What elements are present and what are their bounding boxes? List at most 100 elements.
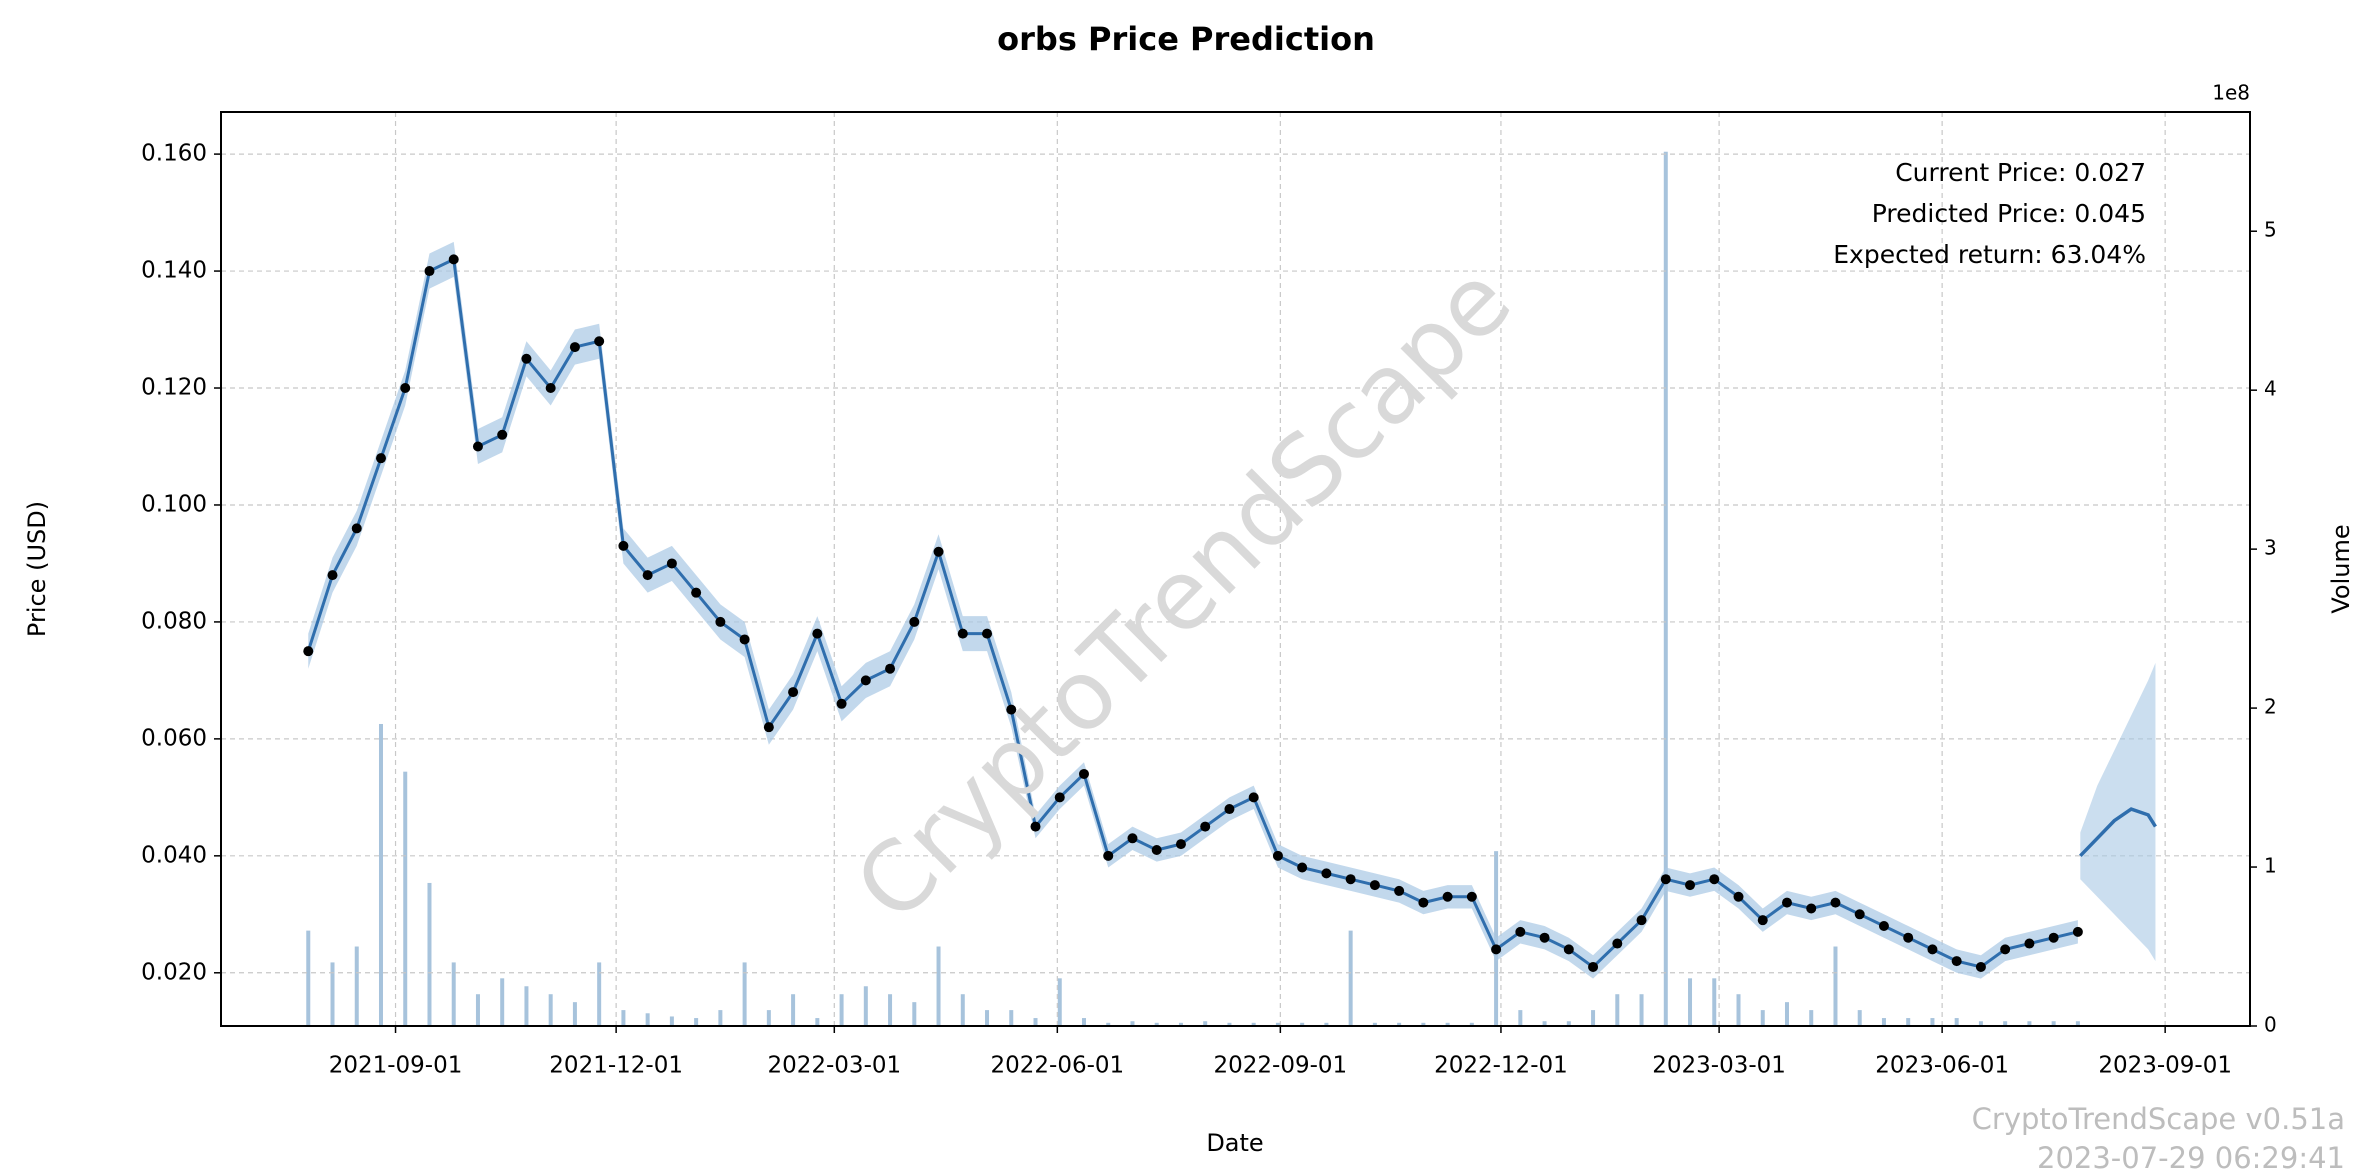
volume-bar [960,994,965,1026]
x-tick-label: 2023-06-01 [1875,1053,2009,1079]
volume-bar [985,1010,990,1026]
volume-bar [839,994,844,1026]
x-tick-label: 2021-12-01 [549,1053,683,1079]
price-point [739,634,750,645]
y2-axis-label: Volume [2327,524,2355,613]
price-point [715,616,726,627]
y-tick-label: 0.040 [141,842,207,868]
volume-bar [1130,1021,1135,1026]
volume-bar [572,1002,577,1026]
price-point [1054,792,1065,803]
price-point [982,628,993,639]
annotation: Current Price: 0.027 [1895,158,2146,187]
chart-title: orbs Price Prediction [997,20,1375,58]
volume-bar [475,994,480,1026]
price-point [860,675,871,686]
volume-bar [669,1016,674,1026]
volume-bar [791,994,796,1026]
volume-bar [1809,1010,1814,1026]
forecast-band [2080,662,2156,962]
price-point [957,628,968,639]
y2-tick-label: 2 [2264,695,2277,719]
price-point [763,722,774,733]
price-point [1321,868,1332,879]
price-point [1394,885,1405,896]
forecast-line [2079,807,2157,858]
price-point [691,587,702,598]
price-point [327,570,338,581]
volume-bar [427,882,432,1026]
volume-bar [766,1010,771,1026]
price-point [618,540,629,551]
price-point [472,441,483,452]
price-point [1636,915,1647,926]
volume-bar [1178,1022,1183,1026]
price-point [1272,850,1283,861]
x-tick-label: 2022-03-01 [767,1053,901,1079]
price-point [1369,880,1380,891]
price-point [545,383,556,394]
price-point [594,336,605,347]
volume-bar [1930,1018,1935,1026]
price-point [1951,956,1962,967]
volume-bar [1227,1022,1232,1026]
price-point [2072,926,2083,937]
price-point [812,628,823,639]
volume-bar [1542,1021,1547,1026]
y-tick-label: 0.060 [141,725,207,751]
price-point [1103,850,1114,861]
volume-bar [500,978,505,1026]
price-point [1660,874,1671,885]
volume-bar [1760,1010,1765,1026]
volume-bar [888,994,893,1026]
price-point [666,558,677,569]
price-point [2048,932,2059,943]
price-point [1539,932,1550,943]
volume-bar [378,723,383,1026]
y-tick-label: 0.160 [141,141,207,167]
price-point [836,698,847,709]
price-point [521,353,532,364]
price-point [1030,821,1041,832]
y-tick-label: 0.140 [141,258,207,284]
price-point [400,383,411,394]
price-point [1466,891,1477,902]
y2-tick-label: 3 [2264,536,2277,560]
volume-bar [2003,1021,2008,1026]
price-point [1588,961,1599,972]
price-point [1563,944,1574,955]
annotation: Expected return: 63.04% [1833,240,2146,269]
price-point [1975,961,1986,972]
volume-bar [548,994,553,1026]
footer: 2023-07-29 06:29:41 [2037,1141,2345,1174]
price-point [1709,874,1720,885]
volume-bar [1518,1010,1523,1026]
volume-bar [1712,978,1717,1026]
price-point [1442,891,1453,902]
price-point [1151,844,1162,855]
volume-bar [1833,946,1838,1026]
volume-bar [1421,1022,1426,1026]
price-point [569,342,580,353]
volume-bar [1033,1018,1038,1026]
price-point [1878,921,1889,932]
y2-tick-label: 0 [2264,1013,2277,1037]
price-point [2024,938,2035,949]
x-tick-label: 2022-12-01 [1434,1053,1568,1079]
volume-bar [330,962,335,1026]
price-point [1806,903,1817,914]
price-point [303,646,314,657]
volume-bar [2027,1021,2032,1026]
price-point [642,570,653,581]
volume-bar [1372,1022,1377,1026]
volume-bar [2051,1021,2056,1026]
volume-bar [718,1010,723,1026]
volume-bar [1784,1002,1789,1026]
volume-bar [1736,994,1741,1026]
price-point [2000,944,2011,955]
y2-offset: 1e8 [2212,81,2250,105]
volume-bar [912,1002,917,1026]
price-point [1903,932,1914,943]
price-point [885,663,896,674]
